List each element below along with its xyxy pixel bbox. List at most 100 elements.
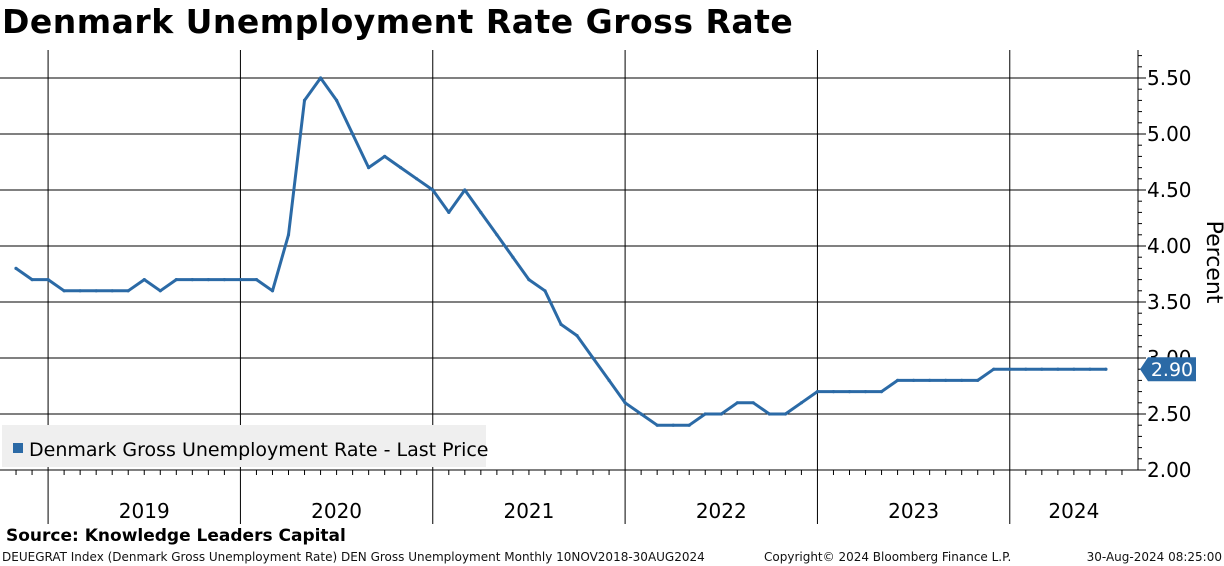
data-point [254,278,259,282]
data-point [928,378,932,382]
data-point [543,289,547,293]
footer-copyright: Copyright© 2024 Bloomberg Finance L.P. [764,550,1012,564]
data-point [783,412,788,416]
last-value-text: 2.90 [1151,359,1193,381]
data-point [1104,367,1108,371]
data-point [703,412,707,416]
data-point [623,401,627,405]
legend-swatch [13,443,23,453]
data-point [206,278,210,282]
year-label: 2019 [119,499,170,523]
data-point [575,334,579,338]
data-point [142,278,146,282]
data-point [896,378,900,382]
data-point [1072,367,1076,371]
chart-title: Denmark Unemployment Rate Gross Rate [2,2,794,41]
data-point [78,289,82,293]
data-point [944,378,948,382]
data-point [1040,367,1044,371]
data-point [367,166,371,170]
data-point [767,412,772,416]
source-note: Source: Knowledge Leaders Capital [6,526,346,546]
year-label: 2021 [503,499,554,523]
legend-label: Denmark Gross Unemployment Rate - Last P… [29,439,489,461]
data-point [447,210,451,214]
year-label: 2023 [888,499,939,523]
data-point [495,233,499,237]
data-point [110,289,114,293]
data-point [302,98,307,102]
data-point [815,390,820,394]
data-point [960,378,964,382]
data-point [879,390,884,394]
last-value-label: 2.90 [1140,357,1196,382]
data-point [1056,367,1060,371]
data-point [1024,367,1028,371]
data-point [46,278,50,282]
grid [0,50,1138,471]
data-point [639,412,643,416]
data-point [1008,367,1012,371]
data-point [463,188,467,192]
data-point [270,289,275,293]
year-label: 2022 [696,499,747,523]
year-label: 2020 [311,499,362,523]
legend: Denmark Gross Unemployment Rate - Last P… [2,425,489,467]
data-point [607,378,611,382]
x-axis: 2019 2020 2021 2022 2023 2024 [0,469,1138,524]
data-point [286,233,291,237]
data-point [847,390,852,394]
data-point [174,278,178,282]
data-point [735,401,739,405]
data-point [319,76,323,80]
data-point [687,423,691,427]
data-point [383,154,387,158]
y-tick-label: 2.50 [1147,402,1192,426]
last-value-marker [1140,357,1196,382]
data-point [559,322,563,326]
data-point [30,278,34,282]
legend-background [2,425,486,467]
data-point [912,378,916,382]
data-point [335,98,339,102]
y-tick-label: 3.50 [1147,290,1192,314]
data-point [591,356,595,360]
data-point [415,177,419,181]
y-tick-label: 5.50 [1147,66,1192,90]
footer-timestamp: 30-Aug-2024 08:25:00 [1086,550,1222,564]
data-point [511,255,515,259]
data-point [799,401,804,405]
y-tick-label: 2.00 [1147,458,1192,482]
data-point [222,278,226,282]
data-point [655,423,659,427]
footer-index-info: DEUEGRAT Index (Denmark Gross Unemployme… [2,550,705,564]
data-point [14,266,18,270]
y-axis: 2.002.503.003.504.004.505.005.50 [1137,50,1192,482]
year-label: 2024 [1048,499,1099,523]
data-point [831,390,836,394]
series-group [14,76,1108,427]
data-point [527,278,531,282]
data-point [351,132,355,136]
y-tick-label: 4.50 [1147,178,1192,202]
data-point [479,210,483,214]
data-point [126,289,130,293]
data-point [62,289,66,293]
data-point [1088,367,1092,371]
data-point [190,278,194,282]
data-point [751,401,755,405]
data-point [863,390,868,394]
data-point [158,289,162,293]
data-point [399,166,403,170]
data-point [238,278,242,282]
y-axis-label: Percent [1201,221,1224,304]
data-point [976,378,980,382]
series-line [14,76,1108,427]
data-point [431,188,435,192]
y-tick-label: 5.00 [1147,122,1192,146]
data-point [719,412,723,416]
y-tick-label: 4.00 [1147,234,1192,258]
data-point [671,423,675,427]
data-point [94,289,98,293]
